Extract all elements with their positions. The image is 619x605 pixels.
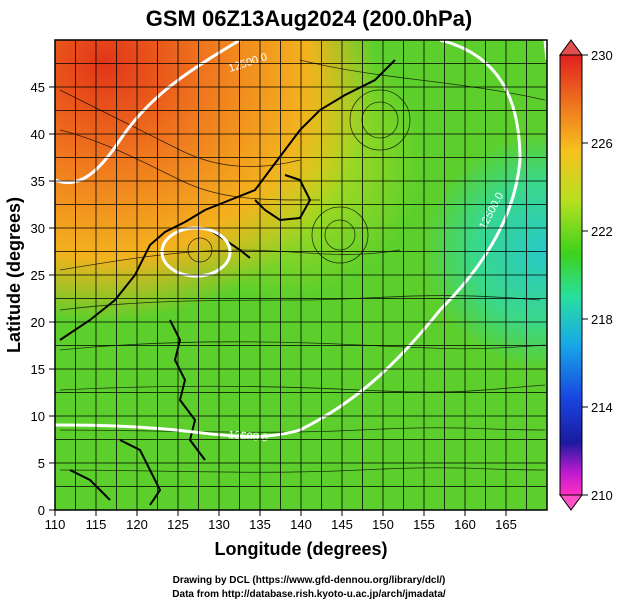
plot-area: 12500.0 12500.0 12500.0 (55, 40, 547, 510)
x-tick-label: 130 (208, 517, 230, 532)
y-tick-label: 5 (38, 456, 45, 471)
y-tick-label: 15 (31, 362, 45, 377)
y-tick-label: 25 (31, 268, 45, 283)
colorbar-bar (559, 54, 583, 496)
colorbar-tick-label: 210 (591, 488, 613, 503)
credit-drawing: Drawing by DCL (https://www.gfd-dennou.o… (173, 575, 446, 586)
colorbar-tick-label: 218 (591, 312, 613, 327)
x-tick-label: 110 (45, 517, 66, 532)
y-tick-label: 0 (38, 503, 45, 518)
coastlines (59, 59, 396, 506)
colorbar-tick-label: 222 (591, 224, 613, 239)
y-axis-ticks: 0 5 10 15 20 25 30 35 40 45 (31, 80, 55, 518)
x-axis-ticks: 110 115 120 125 130 135 140 145 150 155 160 165 (45, 510, 517, 532)
grid (55, 40, 547, 510)
x-tick-label: 140 (290, 517, 312, 532)
x-tick-label: 145 (331, 517, 353, 532)
x-tick-label: 115 (86, 517, 107, 532)
x-tick-label: 165 (495, 517, 517, 532)
x-tick-label: 150 (372, 517, 394, 532)
y-tick-label: 40 (31, 127, 45, 142)
colorbar-tick-label: 214 (591, 400, 613, 415)
streamlines (59, 59, 546, 473)
x-tick-label: 125 (167, 517, 189, 532)
y-tick-label: 20 (31, 315, 45, 330)
x-tick-label: 160 (454, 517, 476, 532)
credit-data: Data from http://database.rish.kyoto-u.a… (172, 589, 446, 600)
colorbar: 230 226 222 218 214 210 (559, 39, 613, 511)
x-tick-label: 120 (126, 517, 148, 532)
colorbar-top-arrow (559, 39, 583, 56)
y-axis-label: Latitude (degrees) (4, 197, 24, 353)
y-tick-label: 35 (31, 174, 45, 189)
y-tick-label: 45 (31, 80, 45, 95)
x-tick-label: 155 (413, 517, 435, 532)
x-axis-label: Longitude (degrees) (214, 539, 387, 559)
y-tick-label: 30 (31, 221, 45, 236)
colorbar-bottom-arrow (559, 494, 583, 511)
contour-label-south: 12500.0 (228, 429, 269, 444)
colorbar-tick-label: 230 (591, 48, 613, 63)
x-tick-label: 135 (249, 517, 271, 532)
y-tick-label: 10 (31, 409, 45, 424)
colorbar-tick-label: 226 (591, 136, 613, 151)
map-title: GSM 06Z13Aug2024 (200.0hPa) (146, 6, 472, 31)
